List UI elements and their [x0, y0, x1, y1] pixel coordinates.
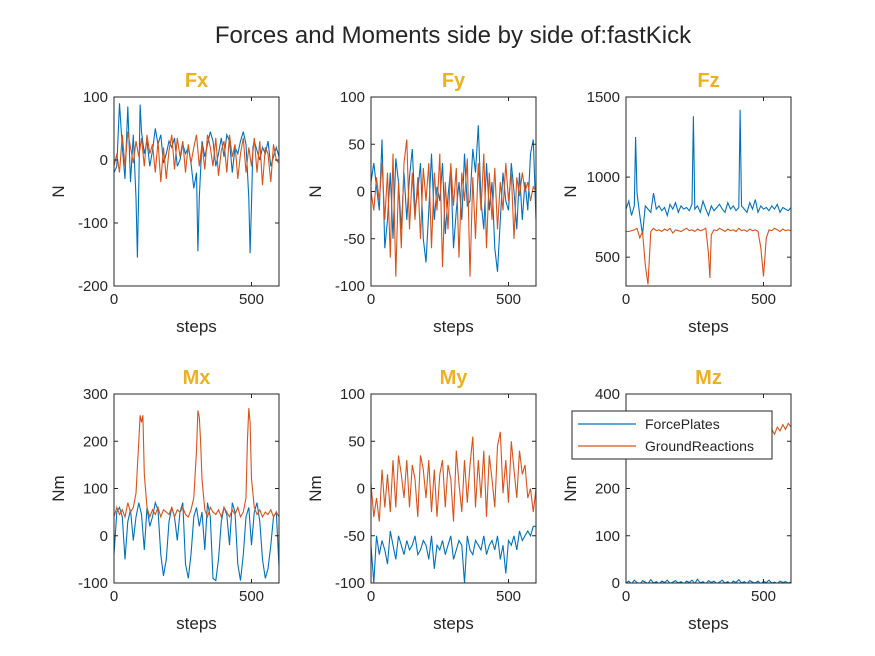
mz-ylabel: Nm	[561, 475, 580, 501]
my-title: My	[440, 367, 469, 389]
fx-series-forceplates	[114, 103, 279, 258]
figure-suptitle: Forces and Moments side by side of:fastK…	[215, 22, 692, 49]
fx-axes-box	[113, 96, 280, 287]
my-plot-area	[371, 394, 536, 583]
fz-ytick-label: 1500	[587, 89, 620, 106]
mx-ytick-label: 300	[83, 386, 108, 403]
mx-ylabel: Nm	[49, 475, 68, 501]
fy-xlabel: steps	[433, 317, 474, 336]
my-xtick-label: 0	[367, 588, 375, 605]
fz-ylabel: N	[561, 185, 580, 197]
fx-ytick-label: 100	[83, 89, 108, 106]
legend-label-groundreactions: GroundReactions	[645, 438, 754, 454]
fy-xtick-label: 500	[496, 291, 521, 308]
mz-xlabel: steps	[688, 614, 729, 633]
panel-mz: 05000100200300400MzstepsNm	[561, 367, 792, 633]
fy-xtick-label: 0	[367, 291, 375, 308]
fz-series-groundreactions	[626, 227, 791, 285]
mx-xtick-label: 500	[239, 588, 264, 605]
fx-xlabel: steps	[176, 317, 217, 336]
fy-ytick-label: -50	[343, 231, 365, 248]
panel-fz: 0 500 500 1000 1500 Fz steps N	[561, 70, 792, 336]
fy-ylabel: N	[306, 185, 325, 197]
fz-ytick-label: 500	[595, 249, 620, 266]
mz-ytick-label: 100	[595, 528, 620, 545]
fx-ylabel: N	[49, 185, 68, 197]
mx-title: Mx	[183, 367, 211, 389]
panel-fx: 0 500 -200 -100 0 100 Fx steps N	[49, 70, 280, 336]
fz-axes-box	[625, 96, 792, 287]
mx-series-forceplates	[114, 500, 279, 582]
my-ytick-label: -100	[335, 575, 365, 592]
fx-ytick-label: -100	[78, 215, 108, 232]
panel-fy: 0 500 -100 -50 0 50 100 Fy steps N	[306, 70, 537, 336]
mz-ytick-label: 0	[612, 575, 620, 592]
fx-xtick-label: 0	[110, 291, 118, 308]
mz-ytick-label: 400	[595, 386, 620, 403]
mx-ytick-label: 200	[83, 433, 108, 450]
fx-title: Fx	[185, 70, 208, 92]
fy-title: Fy	[442, 70, 466, 92]
fx-series-groundreactions	[114, 131, 279, 186]
mx-xtick-label: 0	[110, 588, 118, 605]
fz-xtick-label: 0	[622, 291, 630, 308]
mx-ytick-label: -100	[78, 575, 108, 592]
fz-xtick-label: 500	[751, 291, 776, 308]
my-ytick-label: -50	[343, 528, 365, 545]
mx-plot-area	[114, 394, 279, 583]
legend-box	[571, 410, 773, 460]
fy-ytick-label: 50	[348, 136, 365, 153]
mz-ytick-label: 200	[595, 481, 620, 498]
my-xtick-label: 500	[496, 588, 521, 605]
fz-series-forceplates	[626, 109, 791, 235]
mx-ytick-label: 100	[83, 481, 108, 498]
fy-series-groundreactions	[371, 139, 536, 277]
mx-ytick-label: 0	[100, 528, 108, 545]
legend-label-forceplates: ForcePlates	[645, 416, 720, 432]
my-xlabel: steps	[433, 614, 474, 633]
mz-xtick-label: 500	[751, 588, 776, 605]
panel-my: 0 500 -100 -50 0 50 100 My steps Nm	[306, 367, 537, 633]
mz-xtick-label: 0	[622, 588, 630, 605]
fy-ytick-label: 0	[357, 184, 365, 201]
fy-ytick-label: 100	[340, 89, 365, 106]
my-ytick-label: 0	[357, 481, 365, 498]
legend: ForcePlates GroundReactions	[571, 410, 773, 460]
fz-title: Fz	[697, 70, 719, 92]
mx-series-groundreactions	[114, 408, 279, 519]
fz-xlabel: steps	[688, 317, 729, 336]
fz-ytick-label: 1000	[587, 169, 620, 186]
my-series-groundreactions	[371, 431, 536, 522]
fx-ytick-label: -200	[78, 278, 108, 295]
mx-xlabel: steps	[176, 614, 217, 633]
my-ytick-label: 100	[340, 386, 365, 403]
my-series-forceplates	[371, 525, 536, 583]
fy-ytick-label: -100	[335, 278, 365, 295]
fx-xtick-label: 500	[239, 291, 264, 308]
my-ytick-label: 50	[348, 433, 365, 450]
mz-title: Mz	[695, 367, 722, 389]
my-ylabel: Nm	[306, 475, 325, 501]
fx-ytick-label: 0	[100, 152, 108, 169]
